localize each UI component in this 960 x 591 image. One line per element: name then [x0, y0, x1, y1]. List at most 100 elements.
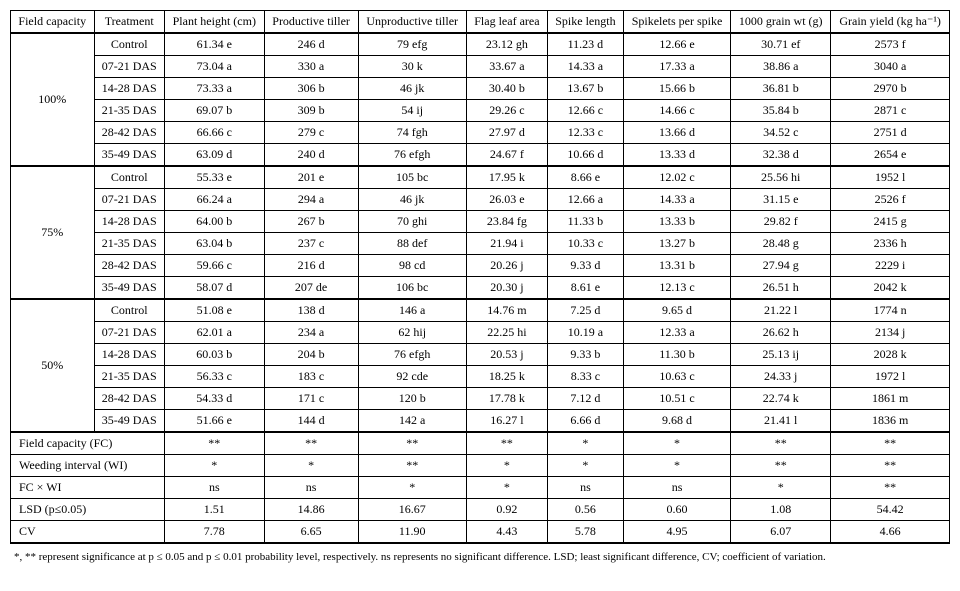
stats-cell: 14.86 [264, 499, 358, 521]
data-cell: 29.82 f [731, 211, 831, 233]
data-cell: 7.25 d [547, 299, 623, 322]
treatment-cell: 14-28 DAS [94, 78, 164, 100]
group-label: 50% [11, 299, 95, 432]
treatment-cell: 07-21 DAS [94, 189, 164, 211]
data-cell: 63.04 b [164, 233, 264, 255]
data-cell: 26.62 h [731, 322, 831, 344]
stats-cell: 54.42 [831, 499, 950, 521]
treatment-cell: 28-42 DAS [94, 388, 164, 410]
treatment-cell: 35-49 DAS [94, 410, 164, 433]
col-flag-leaf: Flag leaf area [466, 11, 547, 34]
stats-cell: ** [831, 477, 950, 499]
table-row: 21-35 DAS63.04 b237 c88 def21.94 i10.33 … [11, 233, 950, 255]
data-cell: 16.27 l [466, 410, 547, 433]
stats-row: Weeding interval (WI)*********** [11, 455, 950, 477]
data-cell: 74 fgh [358, 122, 466, 144]
col-plant-height: Plant height (cm) [164, 11, 264, 34]
data-cell: 54.33 d [164, 388, 264, 410]
data-cell: 204 b [264, 344, 358, 366]
stats-cell: ** [164, 432, 264, 455]
data-cell: 13.66 d [623, 122, 730, 144]
data-cell: 12.66 e [623, 33, 730, 56]
data-cell: 76 efgh [358, 144, 466, 167]
col-unprod-tiller: Unproductive tiller [358, 11, 466, 34]
stats-cell: ** [264, 432, 358, 455]
table-row: 50%Control51.08 e138 d146 a14.76 m7.25 d… [11, 299, 950, 322]
table-row: 35-49 DAS63.09 d240 d76 efgh24.67 f10.66… [11, 144, 950, 167]
data-cell: 61.34 e [164, 33, 264, 56]
table-row: 07-21 DAS62.01 a234 a62 hij22.25 hi10.19… [11, 322, 950, 344]
treatment-cell: 07-21 DAS [94, 56, 164, 78]
data-cell: 234 a [264, 322, 358, 344]
stats-row: Field capacity (FC)************** [11, 432, 950, 455]
data-cell: 23.84 fg [466, 211, 547, 233]
stats-cell: 4.43 [466, 521, 547, 544]
data-cell: 171 c [264, 388, 358, 410]
data-cell: 12.33 c [547, 122, 623, 144]
data-cell: 14.33 a [547, 56, 623, 78]
data-cell: 51.66 e [164, 410, 264, 433]
treatment-cell: 28-42 DAS [94, 122, 164, 144]
data-cell: 2336 h [831, 233, 950, 255]
data-cell: 66.66 c [164, 122, 264, 144]
stats-cell: ** [731, 432, 831, 455]
treatment-cell: Control [94, 299, 164, 322]
table-row: 14-28 DAS60.03 b204 b76 efgh20.53 j9.33 … [11, 344, 950, 366]
table-row: 07-21 DAS66.24 a294 a46 jk26.03 e12.66 a… [11, 189, 950, 211]
data-cell: 64.00 b [164, 211, 264, 233]
stats-label: Field capacity (FC) [11, 432, 165, 455]
footnote: *, ** represent significance at p ≤ 0.05… [10, 544, 958, 570]
stats-cell: 0.60 [623, 499, 730, 521]
data-cell: 70 ghi [358, 211, 466, 233]
data-cell: 17.95 k [466, 166, 547, 189]
data-cell: 207 de [264, 277, 358, 300]
data-cell: 3040 a [831, 56, 950, 78]
stats-cell: * [164, 455, 264, 477]
data-cell: 12.66 a [547, 189, 623, 211]
data-cell: 12.66 c [547, 100, 623, 122]
data-cell: 1952 l [831, 166, 950, 189]
data-cell: 26.03 e [466, 189, 547, 211]
data-cell: 98 cd [358, 255, 466, 277]
treatment-cell: 21-35 DAS [94, 233, 164, 255]
col-treatment: Treatment [94, 11, 164, 34]
data-cell: 13.27 b [623, 233, 730, 255]
table-row: 14-28 DAS73.33 a306 b46 jk30.40 b13.67 b… [11, 78, 950, 100]
data-cell: 1836 m [831, 410, 950, 433]
data-cell: 2526 f [831, 189, 950, 211]
data-cell: 216 d [264, 255, 358, 277]
treatment-cell: 07-21 DAS [94, 322, 164, 344]
data-cell: 201 e [264, 166, 358, 189]
data-cell: 106 bc [358, 277, 466, 300]
stats-cell: 0.56 [547, 499, 623, 521]
data-cell: 54 ij [358, 100, 466, 122]
data-cell: 12.02 c [623, 166, 730, 189]
data-cell: 330 a [264, 56, 358, 78]
data-cell: 73.33 a [164, 78, 264, 100]
stats-cell: * [547, 455, 623, 477]
stats-cell: 7.78 [164, 521, 264, 544]
treatment-cell: Control [94, 33, 164, 56]
data-cell: 22.74 k [731, 388, 831, 410]
col-spike-length: Spike length [547, 11, 623, 34]
data-cell: 120 b [358, 388, 466, 410]
data-cell: 88 def [358, 233, 466, 255]
data-cell: 2134 j [831, 322, 950, 344]
data-cell: 66.24 a [164, 189, 264, 211]
data-cell: 9.68 d [623, 410, 730, 433]
data-cell: 13.33 d [623, 144, 730, 167]
data-cell: 183 c [264, 366, 358, 388]
data-cell: 2970 b [831, 78, 950, 100]
data-cell: 26.51 h [731, 277, 831, 300]
treatment-cell: Control [94, 166, 164, 189]
data-cell: 9.33 b [547, 344, 623, 366]
table-row: 28-42 DAS59.66 c216 d98 cd20.26 j9.33 d1… [11, 255, 950, 277]
data-cell: 13.67 b [547, 78, 623, 100]
data-cell: 17.33 a [623, 56, 730, 78]
data-cell: 105 bc [358, 166, 466, 189]
data-cell: 30.40 b [466, 78, 547, 100]
data-cell: 10.19 a [547, 322, 623, 344]
data-cell: 30.71 ef [731, 33, 831, 56]
data-cell: 7.12 d [547, 388, 623, 410]
treatment-cell: 21-35 DAS [94, 366, 164, 388]
